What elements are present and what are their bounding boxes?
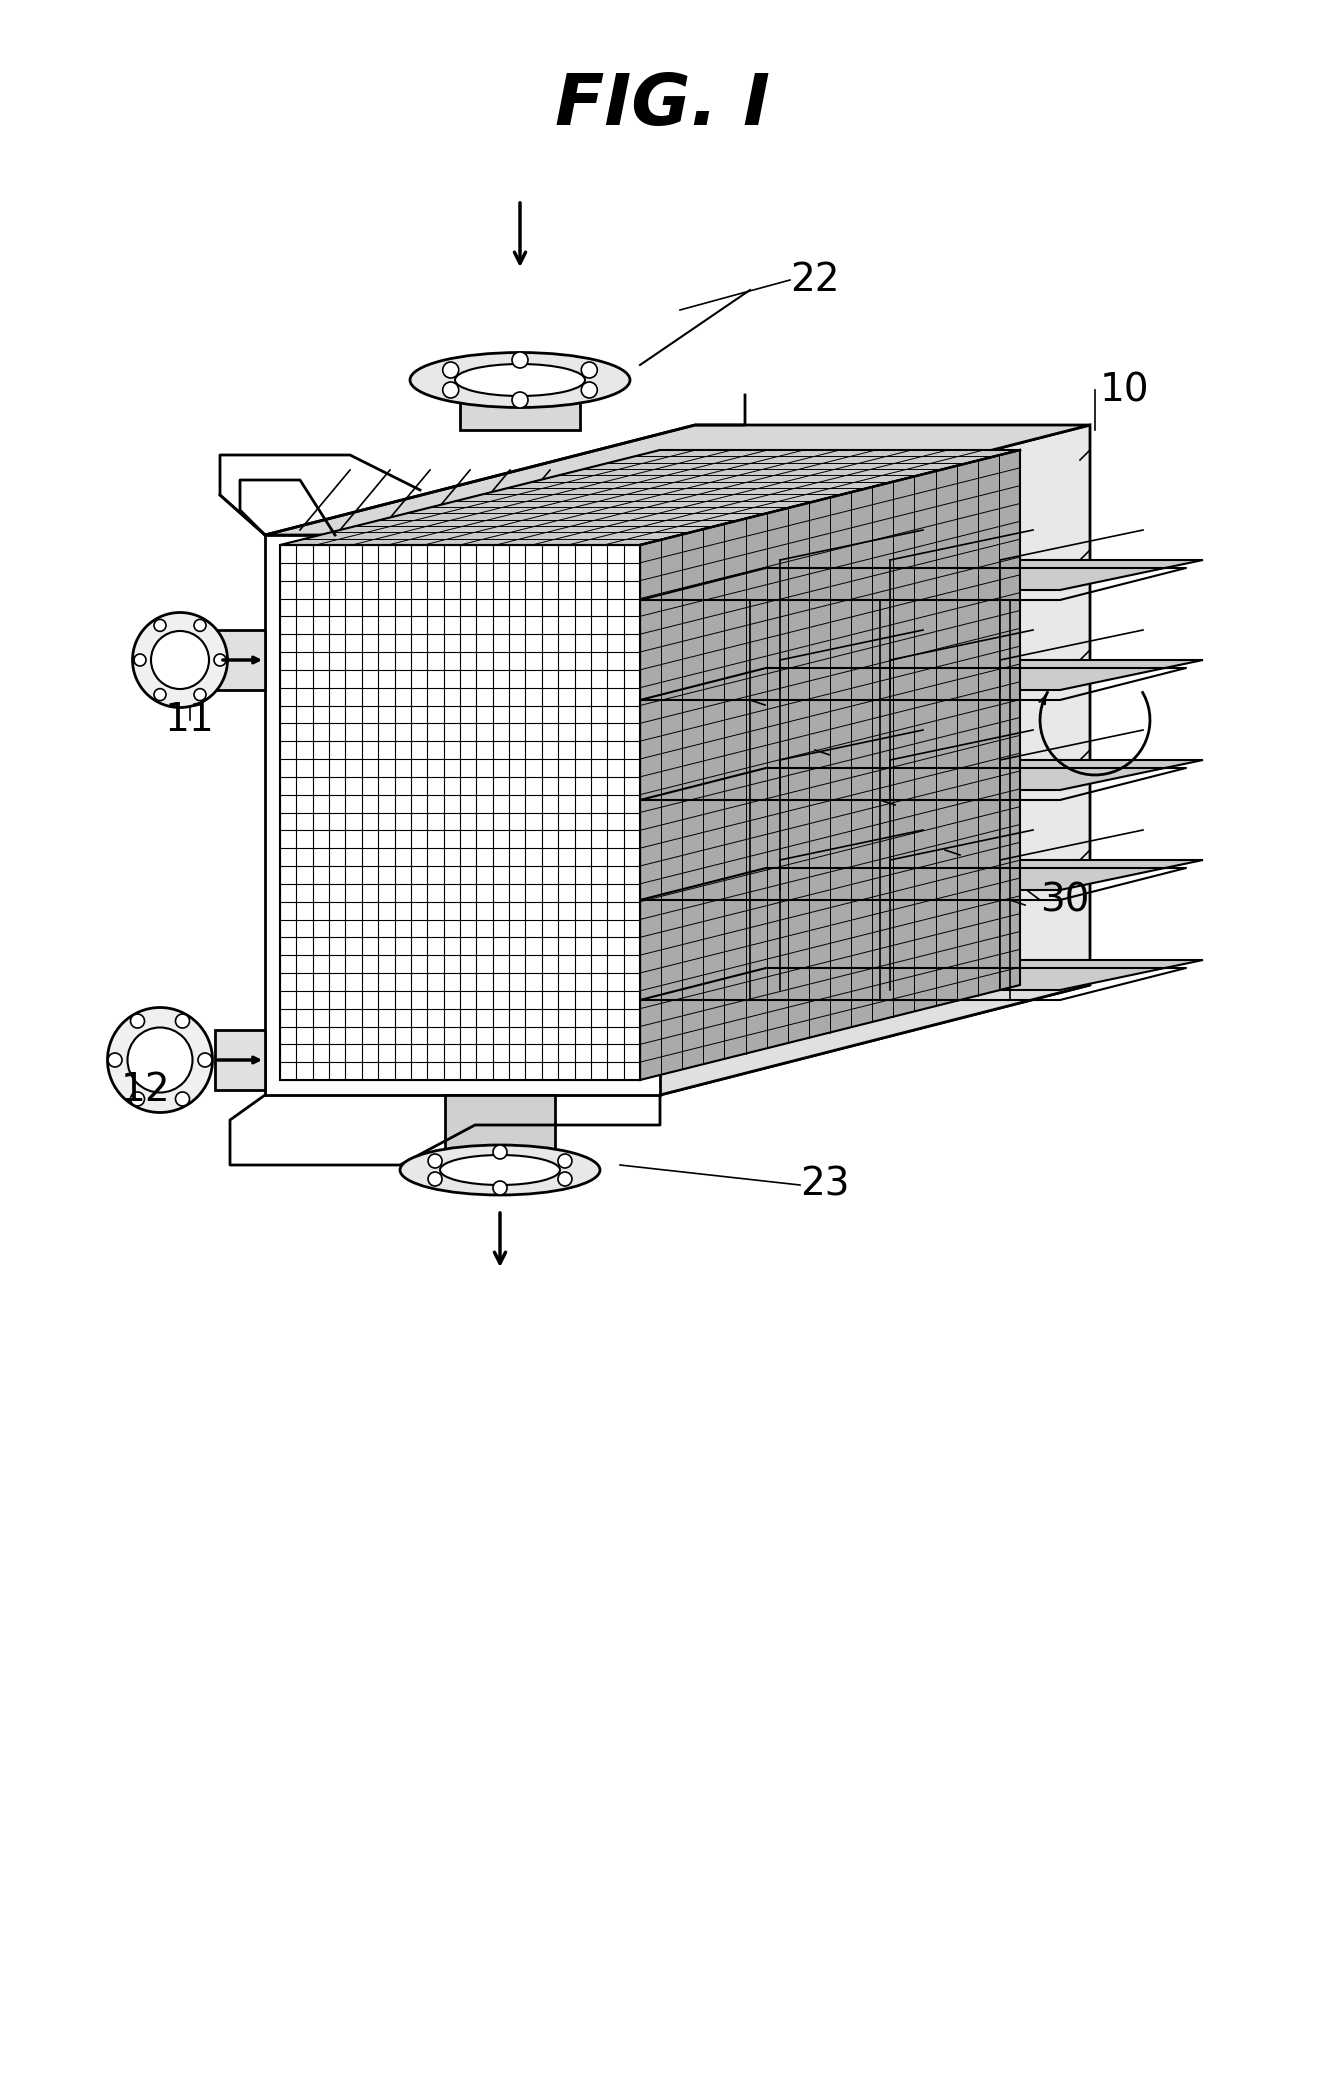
- Text: 30: 30: [1040, 881, 1089, 918]
- Circle shape: [558, 1153, 572, 1168]
- Polygon shape: [460, 380, 580, 430]
- Circle shape: [109, 1054, 122, 1066]
- Text: 10: 10: [1100, 372, 1150, 409]
- Polygon shape: [640, 559, 1203, 590]
- Text: 23: 23: [800, 1166, 849, 1203]
- Circle shape: [443, 382, 458, 399]
- Circle shape: [443, 362, 458, 378]
- Polygon shape: [640, 661, 1203, 690]
- Ellipse shape: [132, 613, 228, 707]
- Circle shape: [428, 1153, 443, 1168]
- Polygon shape: [445, 1095, 555, 1170]
- Ellipse shape: [400, 1145, 600, 1195]
- Circle shape: [558, 1172, 572, 1187]
- Polygon shape: [265, 985, 1090, 1095]
- Ellipse shape: [409, 353, 629, 407]
- Polygon shape: [265, 426, 1090, 534]
- Polygon shape: [660, 426, 1090, 1095]
- Polygon shape: [640, 761, 1203, 790]
- Polygon shape: [280, 544, 640, 1081]
- Circle shape: [511, 351, 527, 368]
- Circle shape: [215, 655, 227, 667]
- Ellipse shape: [440, 1155, 560, 1184]
- Ellipse shape: [127, 1027, 192, 1093]
- Text: 22: 22: [790, 262, 840, 299]
- Polygon shape: [640, 960, 1203, 989]
- Ellipse shape: [454, 364, 586, 397]
- Circle shape: [197, 1054, 212, 1066]
- Circle shape: [582, 382, 598, 399]
- Polygon shape: [215, 630, 265, 690]
- Ellipse shape: [151, 632, 209, 690]
- Polygon shape: [280, 451, 1020, 544]
- Circle shape: [175, 1091, 189, 1105]
- Circle shape: [193, 619, 205, 632]
- Circle shape: [130, 1014, 144, 1029]
- Text: 12: 12: [121, 1070, 170, 1110]
- Text: FIG. I: FIG. I: [554, 71, 770, 139]
- Circle shape: [493, 1180, 507, 1195]
- Circle shape: [428, 1172, 443, 1187]
- Circle shape: [130, 1091, 144, 1105]
- Circle shape: [193, 688, 205, 700]
- Circle shape: [154, 619, 166, 632]
- Polygon shape: [640, 451, 1020, 1081]
- Circle shape: [493, 1145, 507, 1160]
- Circle shape: [582, 362, 598, 378]
- Ellipse shape: [107, 1008, 212, 1112]
- Circle shape: [511, 393, 527, 407]
- Text: 11: 11: [166, 700, 215, 740]
- Circle shape: [175, 1014, 189, 1029]
- Polygon shape: [265, 534, 660, 1095]
- Polygon shape: [640, 860, 1203, 889]
- Polygon shape: [215, 1031, 265, 1091]
- Circle shape: [134, 655, 146, 667]
- Circle shape: [154, 688, 166, 700]
